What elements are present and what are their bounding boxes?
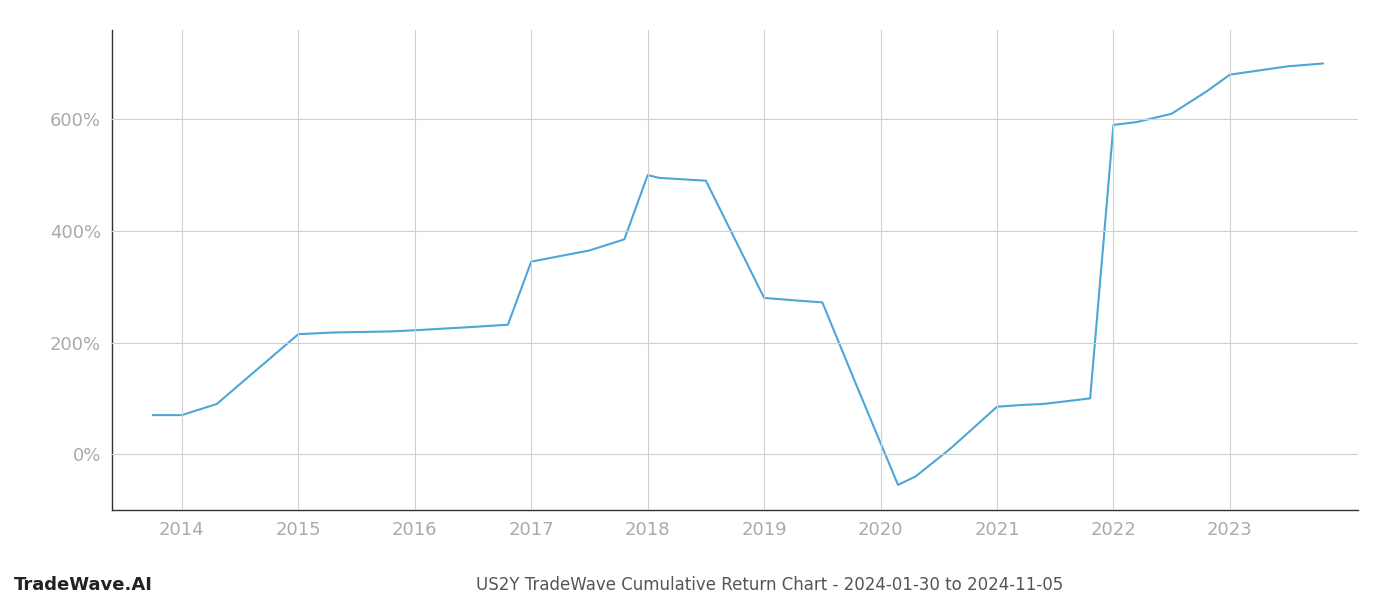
Text: US2Y TradeWave Cumulative Return Chart - 2024-01-30 to 2024-11-05: US2Y TradeWave Cumulative Return Chart -… xyxy=(476,576,1064,594)
Text: TradeWave.AI: TradeWave.AI xyxy=(14,576,153,594)
